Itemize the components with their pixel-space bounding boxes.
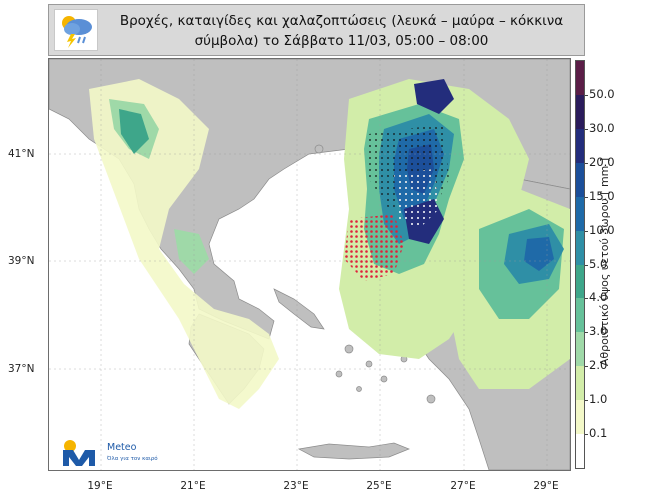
precipitation-layer [89, 79, 570, 409]
colorbar-tick-label: 20.0 [589, 154, 615, 169]
colorbar-tick-label: 1.0 [589, 392, 608, 407]
map-canvas [49, 59, 570, 470]
meteo-brand-icon [63, 440, 95, 466]
colorbar-tick-mark [585, 264, 588, 266]
weather-logo [54, 9, 98, 51]
colorbar-tick-label: 5.0 [589, 256, 608, 271]
colorbar-segment [576, 298, 584, 333]
colorbar-tick-label: 2.0 [589, 358, 608, 373]
title-box: Βροχές, καταιγίδες και χαλαζοπτώσεις (λε… [48, 4, 585, 56]
lon-label-25: 25°E [366, 480, 392, 492]
lon-label-21: 21°E [180, 480, 206, 492]
colorbar-tick-mark [585, 298, 588, 300]
colorbar-segment [576, 332, 584, 367]
meteo-tagline: Όλα για τον καιρό [107, 456, 158, 462]
colorbar-segment [576, 264, 584, 299]
colorbar-segment [576, 94, 584, 130]
colorbar-tick-mark [585, 332, 588, 334]
lon-label-19: 19°E [87, 480, 113, 492]
colorbar-segment [576, 230, 584, 265]
colorbar-segment [576, 196, 584, 232]
meteo-name: Meteo [107, 442, 137, 453]
colorbar-tick-label: 3.0 [589, 324, 608, 339]
colorbar-tick-label: 0.1 [589, 426, 608, 441]
title-line-2: σύμβολα) το Σάββατο 11/03, 05:00 – 08:00 [194, 33, 489, 49]
colorbar-segment [576, 400, 584, 435]
colorbar-tick-label: 50.0 [589, 86, 615, 101]
lat-label-39: 39°N [8, 255, 35, 267]
crete [297, 442, 410, 460]
colorbar-tick-mark [585, 94, 588, 96]
title-line-1: Βροχές, καταιγίδες και χαλαζοπτώσεις (λε… [119, 13, 564, 29]
colorbar-segment [576, 61, 584, 96]
colorbar-tick-mark [585, 230, 588, 232]
colorbar-tick-mark [585, 196, 588, 198]
map-title: Βροχές, καταιγίδες και χαλαζοπτώσεις (λε… [109, 11, 574, 51]
colorbar-segment [576, 128, 584, 164]
colorbar-segment [576, 162, 584, 198]
colorbar-segment [576, 434, 584, 468]
meteo-logo [61, 438, 141, 468]
colorbar-title: Αθροιστικό ύψος υετού 3ωρου [ mm ] [598, 157, 611, 367]
colorbar-tick-label: 30.0 [589, 120, 615, 135]
euboea [273, 288, 325, 330]
colorbar-tick-mark [585, 434, 588, 436]
rain-cloud-lightning-icon [62, 16, 92, 48]
lon-label-29: 29°E [533, 480, 559, 492]
colorbar [575, 60, 585, 469]
lat-label-37: 37°N [8, 363, 35, 375]
colorbar-tick-mark [585, 162, 588, 164]
lon-label-23: 23°E [283, 480, 309, 492]
colorbar-tick-label: 15.0 [589, 188, 615, 203]
lon-label-27: 27°E [450, 480, 476, 492]
colorbar-tick-label: 10.0 [589, 222, 615, 237]
graticule [49, 59, 570, 470]
precipitation-map: Meteo Όλα για τον καιρό [48, 58, 571, 471]
colorbar-tick-mark [585, 128, 588, 130]
lat-label-41: 41°N [8, 148, 35, 160]
colorbar-segment [576, 366, 584, 401]
colorbar-tick-mark [585, 400, 588, 402]
colorbar-tick-mark [585, 366, 588, 368]
colorbar-tick-label: 4.0 [589, 290, 608, 305]
